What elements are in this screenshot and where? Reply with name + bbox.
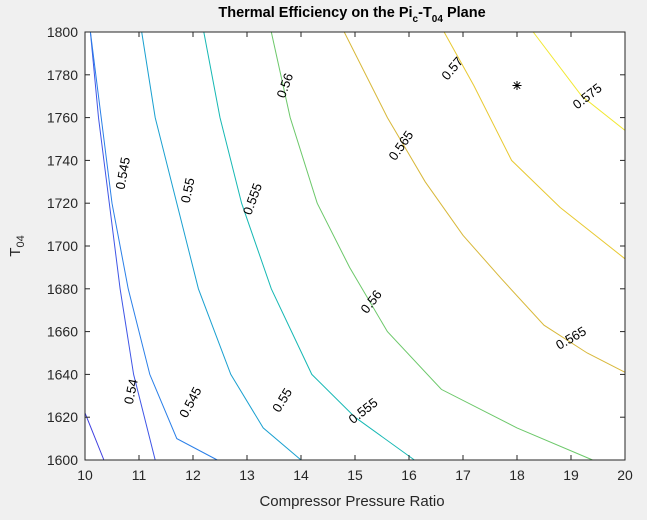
y-tick-label: 1720 [47,195,78,211]
y-tick-label: 1620 [47,409,78,425]
y-tick-label: 1660 [47,324,78,340]
contour-line-0.575 [532,31,626,131]
x-axis-label: Compressor Pressure Ratio [259,493,444,510]
y-tick-label: 1680 [47,281,78,297]
y-axis-ticks: 1600 1620 1640 1660 1680 1700 1720 1740 1760 1780… [47,24,625,468]
y-tick-label: 1640 [47,366,78,382]
marker-star-stroke [513,81,521,90]
contour-lines [84,31,626,461]
plot-area [85,32,625,460]
contour-line-0.545 [89,31,218,461]
title-sub2: 04 [432,14,444,25]
contour-line-0.54 [89,31,156,461]
x-tick-label: 19 [563,467,579,483]
y-tick-label: 1700 [47,238,78,254]
x-tick-label: 15 [347,467,363,483]
title-sub: c [413,14,419,25]
contour-label: 0.55 [178,176,198,204]
contour-line-0.56 [270,31,593,461]
contour-line-0.57 [443,31,626,260]
y-label-sub: 04 [15,235,27,247]
design-point-marker [512,81,522,90]
x-tick-label: 13 [239,467,255,483]
title-text: Thermal Efficiency on the Pi [218,5,412,21]
title-mid: -T [418,5,432,21]
contour-label: 0.54 [121,378,141,406]
x-tick-label: 11 [132,467,147,483]
x-tick-label: 12 [185,467,201,483]
x-tick-label: 14 [293,467,309,483]
contour-line-0.55 [141,31,302,461]
x-tick-label: 20 [617,467,633,483]
y-tick-label: 1780 [47,67,78,83]
y-label-text: T [7,248,24,257]
y-tick-label: 1760 [47,110,78,126]
x-tick-label: 16 [401,467,417,483]
contour-line-0.555 [203,31,415,461]
title-end: Plane [443,5,486,21]
contour-label: 0.545 [113,156,133,191]
y-tick-label: 1600 [47,452,78,468]
x-tick-label: 18 [509,467,525,483]
chart-title: Thermal Efficiency on the Pic-T04 Plane [218,5,485,25]
x-tick-label: 10 [77,467,93,483]
x-tick-label: 17 [455,467,471,483]
contour-line-0.565 [343,31,626,373]
x-axis-ticks: 10 11 12 13 14 15 16 17 18 19 20 [77,32,633,483]
y-axis-label: T04 [7,235,27,256]
y-tick-label: 1740 [47,152,78,168]
contour-line-0.535 [84,412,105,461]
y-tick-label: 1800 [47,24,78,40]
